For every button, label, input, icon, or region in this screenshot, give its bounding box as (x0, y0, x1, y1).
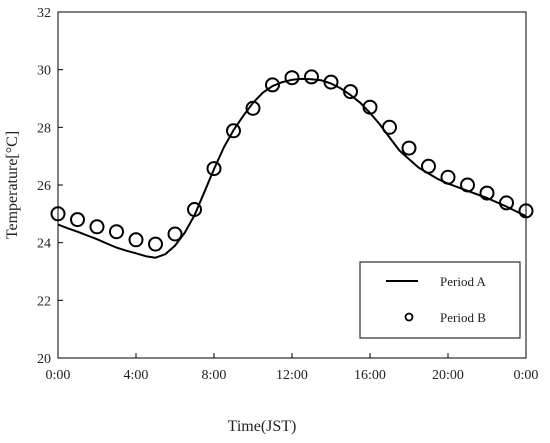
y-axis: 20 22 24 26 28 30 32 (37, 6, 63, 367)
data-point-period-b (362, 99, 378, 115)
series-lines (57, 77, 527, 259)
data-point-period-b (284, 70, 300, 86)
x-axis-title: Time(JST) (228, 418, 297, 435)
x-tick-label: 16:00 (354, 368, 386, 383)
legend-marker-swatch (404, 312, 414, 322)
data-point-period-b (226, 123, 241, 139)
data-point-period-b (343, 84, 358, 100)
x-tick-label: 8:00 (202, 368, 227, 383)
data-point-period-b (499, 195, 514, 211)
y-axis-title: Temperature[°C] (4, 131, 21, 239)
legend-label-period-b: Period B (440, 310, 486, 325)
data-point-period-b (206, 161, 222, 177)
x-tick-label: 4:00 (124, 368, 149, 383)
data-point-period-b (518, 203, 534, 219)
data-point-period-b (187, 202, 202, 217)
data-point-period-b (89, 219, 105, 235)
data-point-period-b (323, 74, 339, 90)
data-point-period-b (304, 69, 319, 85)
x-tick-label: 12:00 (276, 368, 308, 383)
y-tick-label: 28 (37, 121, 51, 136)
data-point-period-b (50, 206, 66, 222)
y-tick-label: 26 (37, 179, 51, 194)
y-tick-label: 22 (37, 294, 51, 309)
data-point-period-b (460, 177, 475, 193)
data-point-period-b (148, 236, 163, 252)
data-point-period-b (382, 119, 397, 135)
series-line-period-a (57, 77, 527, 259)
data-point-period-b (440, 169, 456, 185)
legend-label-period-a: Period A (440, 274, 486, 289)
data-point-period-b (128, 232, 144, 248)
data-point-period-b (70, 212, 85, 228)
data-point-period-b (265, 77, 280, 93)
series-markers (50, 69, 534, 252)
x-tick-label: 0:00 (514, 368, 539, 383)
legend: Period A Period B (359, 261, 521, 339)
y-tick-label: 30 (37, 64, 51, 79)
y-tick-label: 24 (37, 237, 51, 252)
data-point-period-b (479, 185, 495, 201)
y-tick-label: 20 (37, 352, 51, 367)
x-tick-label: 0:00 (46, 368, 71, 383)
x-axis: 0:00 4:00 8:00 12:00 16:00 20:00 0:00 (46, 353, 539, 383)
data-point-period-b (245, 100, 261, 116)
data-point-period-b (421, 158, 436, 174)
data-point-period-b (109, 224, 124, 240)
data-point-period-b (167, 226, 183, 242)
y-tick-label: 32 (37, 6, 51, 21)
legend-box (359, 261, 521, 339)
x-tick-label: 20:00 (432, 368, 464, 383)
data-point-period-b (401, 140, 417, 156)
